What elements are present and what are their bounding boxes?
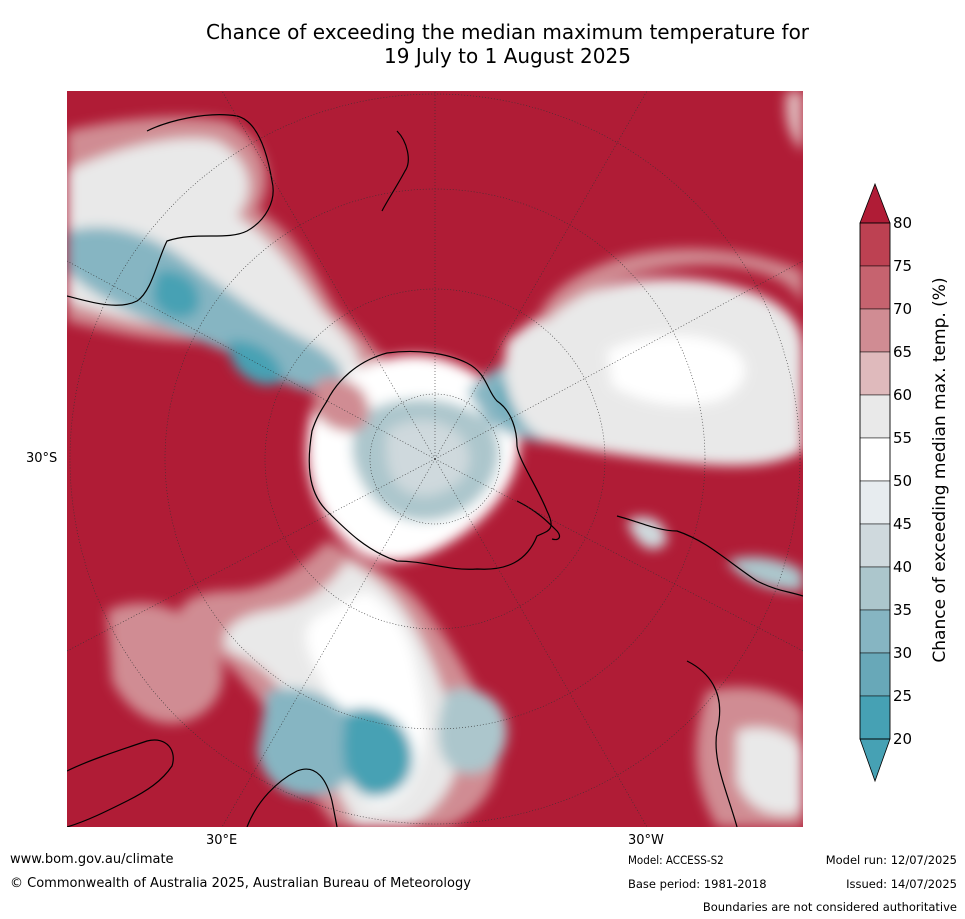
coastlines [67, 114, 803, 827]
new-zealand-coast [381, 130, 409, 212]
footer-url: www.bom.gov.au/climate [10, 852, 174, 867]
antarctic-peninsula-coast [516, 500, 561, 541]
southern-africa-coast [246, 768, 338, 827]
colorbar-band [859, 394, 891, 439]
probability-fields [67, 91, 803, 827]
colorbar-label: Chance of exceeding median max. temp. (%… [930, 277, 950, 663]
africa-coast [67, 739, 174, 827]
colorbar-tick-label: 30 [893, 644, 913, 662]
colorbar-tick-label: 55 [893, 429, 913, 447]
antarctica-coast [308, 350, 552, 570]
colorbar-tick-label: 60 [893, 386, 913, 404]
colorbar-extend-high [859, 183, 891, 224]
colorbar-band [859, 308, 891, 353]
longitude-label-30e: 30°E [206, 833, 238, 848]
colorbar-band [859, 437, 891, 482]
australia-coast [67, 114, 274, 306]
south-america-coast-lower [686, 660, 738, 827]
colorbar-band [859, 480, 891, 525]
colorbar-tick-label: 20 [893, 730, 913, 748]
footer-model: Model: ACCESS-S2 [628, 853, 724, 867]
colorbar-band [859, 609, 891, 654]
colorbar-tick-label: 75 [893, 257, 913, 275]
footer-model-run: Model run: 12/07/2025 [825, 853, 957, 867]
colorbar-band [859, 652, 891, 697]
colorbar-tick-label: 65 [893, 343, 913, 361]
footer-boundaries-note: Boundaries are not considered authoritat… [702, 900, 957, 914]
colorbar-tick-label: 80 [893, 214, 913, 232]
colorbar-tick-label: 45 [893, 515, 913, 533]
colorbar-tick-label: 70 [893, 300, 913, 318]
colorbar-band [859, 265, 891, 310]
colorbar-band [859, 695, 891, 740]
footer-base-period: Base period: 1981-2018 [628, 877, 767, 891]
colorbar-band [859, 523, 891, 568]
title-line-2: 19 July to 1 August 2025 [384, 44, 631, 68]
colorbar-tick-label: 50 [893, 472, 913, 490]
title-line-1: Chance of exceeding the median maximum t… [205, 20, 810, 44]
colorbar-band [859, 222, 891, 267]
longitude-label-30w: 30°W [628, 833, 664, 848]
colorbar-extend-low [859, 738, 891, 783]
colorbar-tick-label: 40 [893, 558, 913, 576]
graticule [67, 91, 803, 827]
south-america-coast [616, 515, 803, 597]
colorbar [859, 183, 891, 783]
probability-map [67, 91, 803, 827]
colorbar-tick-label: 25 [893, 687, 913, 705]
colorbar-band [859, 351, 891, 396]
footer-issued: Issued: 14/07/2025 [846, 877, 957, 891]
latitude-label-30s: 30°S [26, 451, 58, 466]
colorbar-band [859, 566, 891, 611]
map-title: Chance of exceeding the median maximum t… [60, 20, 955, 68]
colorbar-tick-label: 35 [893, 601, 913, 619]
footer-copyright: © Commonwealth of Australia 2025, Austra… [10, 876, 471, 891]
